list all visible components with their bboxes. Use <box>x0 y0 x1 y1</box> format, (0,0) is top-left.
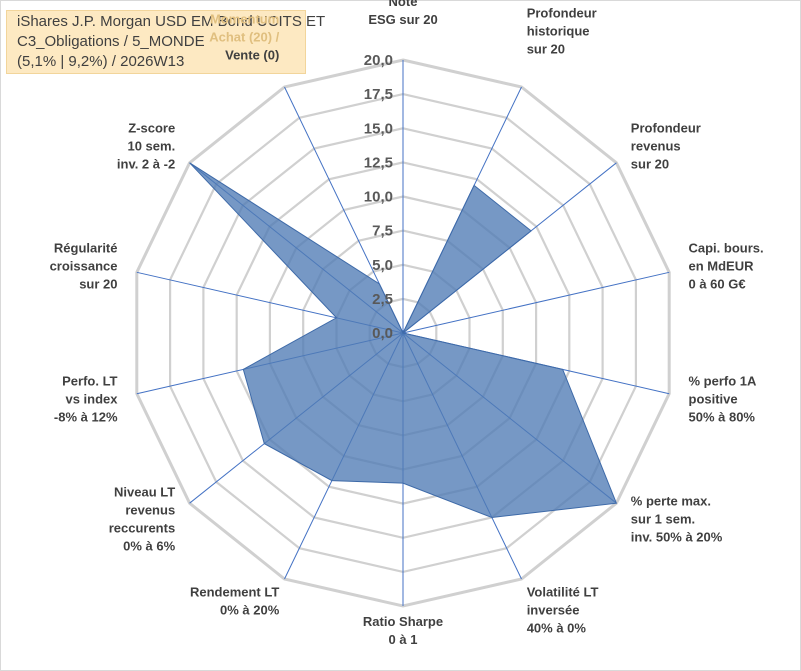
axis-label-line: % perte max. <box>631 493 711 508</box>
tick-label: 7,5 <box>372 223 393 240</box>
axis-label: Rendement LT 0% à 20% <box>190 584 280 617</box>
axis-label-line: sur 20 <box>527 42 565 57</box>
axis-spoke <box>402 271 670 334</box>
axis-label: % perfo 1A positive 50% à 80% <box>689 374 758 425</box>
axis-label-line: 10 sem. <box>127 139 175 154</box>
axis-label-line: ESG sur 20 <box>368 12 437 27</box>
axis-label-line: Volatilité LT <box>527 584 599 599</box>
tick-label: 2,5 <box>372 291 393 308</box>
axis-label: Profondeur historique sur 20 <box>527 6 597 57</box>
radar-series <box>189 162 618 519</box>
axis-label-line: inversée <box>527 602 580 617</box>
tick-label: 20,0 <box>364 52 393 69</box>
axis-label: Capi. bours. en MdEUR 0 à 60 G€ <box>689 241 764 292</box>
axis-label: Profondeur revenus sur 20 <box>631 121 701 172</box>
axis-label-line: 40% à 0% <box>527 620 587 635</box>
axis-label-line: Vente (0) <box>225 48 279 63</box>
axis-label-line: Achat (20) / <box>209 30 279 45</box>
axis-label-line: Perfo. LT <box>62 374 117 389</box>
axis-label-line: Momentum <box>210 12 279 27</box>
axis-label-line: 50% à 80% <box>689 410 756 425</box>
axis-label: Z-score 10 sem. inv. 2 à -2 <box>117 121 175 172</box>
axis-label-line: positive <box>689 392 738 407</box>
axis-label-line: croissance <box>50 259 118 274</box>
axis-label-line: Profondeur <box>631 121 701 136</box>
axis-label-line: Rendement LT <box>190 584 279 599</box>
tick-label: 0,0 <box>372 325 393 342</box>
axis-label-line: revenus <box>631 139 681 154</box>
axis-label-line: revenus <box>125 502 175 517</box>
axis-label-line: Note <box>389 0 418 9</box>
axis-label-line: 0% à 20% <box>220 602 280 617</box>
axis-label-line: 0 à 1 <box>389 632 418 647</box>
axis-label: Ratio Sharpe 0 à 1 <box>363 614 443 647</box>
axis-label-line: en MdEUR <box>689 259 755 274</box>
tick-label: 15,0 <box>364 120 393 137</box>
tick-label: 10,0 <box>364 189 393 206</box>
chart-title-line-1: iShares J.P. Morgan USD EM Bond UCITS ET <box>17 13 326 30</box>
chart-title-line-2: C3_Obligations / 5_MONDE <box>17 33 205 50</box>
axis-label-line: inv. 50% à 20% <box>631 529 723 544</box>
radar-tick-labels: 0,0 2,5 5,0 7,5 10,0 12,5 15,0 17,5 20,0 <box>364 52 393 342</box>
axis-label-line: Z-score <box>128 121 175 136</box>
axis-label-line: sur 1 sem. <box>631 511 695 526</box>
axis-label-line: vs index <box>65 392 118 407</box>
axis-label-line: 0 à 60 G€ <box>689 277 746 292</box>
axis-label-line: historique <box>527 24 590 39</box>
axis-label-line: reccurents <box>109 520 175 535</box>
axis-label-line: Régularité <box>54 241 118 256</box>
axis-label: % perte max. sur 1 sem. inv. 50% à 20% <box>631 493 723 544</box>
chart-title-box: iShares J.P. Morgan USD EM Bond UCITS ET… <box>6 10 325 74</box>
axis-label-line: Ratio Sharpe <box>363 614 443 629</box>
axis-label: Volatilité LT inversée 40% à 0% <box>527 584 599 635</box>
axis-label: Note ESG sur 20 <box>368 0 437 27</box>
axis-label-line: Capi. bours. <box>689 241 764 256</box>
axis-label-line: sur 20 <box>79 277 117 292</box>
axis-label: Momentum Achat (20) / Vente (0) <box>209 12 279 63</box>
axis-label: Régularité croissance sur 20 <box>50 241 118 292</box>
axis-label-line: Niveau LT <box>114 484 175 499</box>
axis-label-line: inv. 2 à -2 <box>117 157 175 172</box>
axis-label-line: Profondeur <box>527 6 597 21</box>
chart-title-line-3: (5,1% | 9,2%) / 2026W13 <box>17 53 185 70</box>
axis-label-line: 0% à 6% <box>123 538 175 553</box>
tick-label: 12,5 <box>364 154 393 171</box>
axis-label: Perfo. LT vs index -8% à 12% <box>54 374 118 425</box>
axis-label-line: sur 20 <box>631 157 669 172</box>
axis-label-line: -8% à 12% <box>54 410 118 425</box>
tick-label: 5,0 <box>372 257 393 274</box>
axis-label: Niveau LT revenus reccurents 0% à 6% <box>109 484 176 553</box>
tick-label: 17,5 <box>364 86 393 103</box>
radar-axis-labels: Note ESG sur 20 Profondeur historique sur 20… <box>50 0 764 647</box>
axis-label-line: % perfo 1A <box>689 374 758 389</box>
series-area <box>189 162 618 519</box>
